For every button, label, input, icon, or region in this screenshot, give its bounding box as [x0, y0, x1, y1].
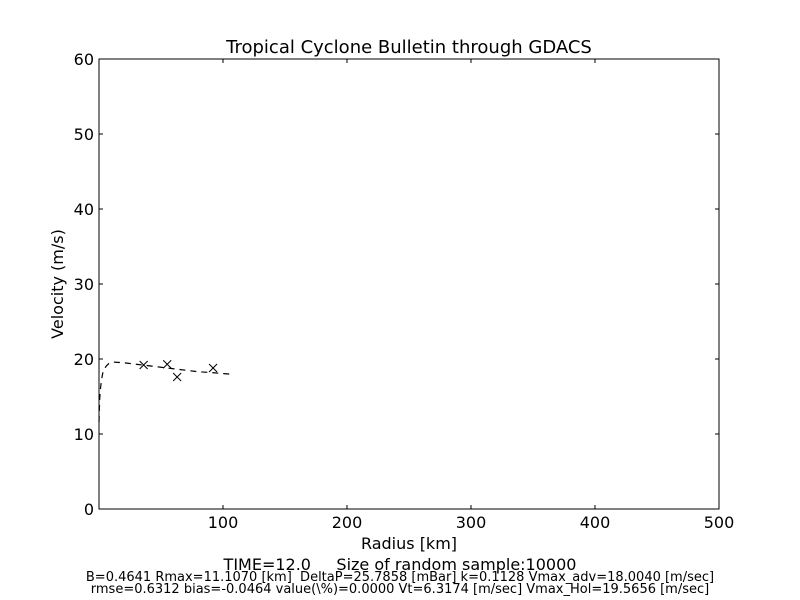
y-tick-label: 10 [74, 425, 94, 444]
plot-frame [98, 58, 720, 510]
observation-marker [208, 363, 218, 373]
y-tick-label: 20 [74, 350, 94, 369]
x-axis-label: Radius [km] [361, 534, 457, 553]
y-tick-label: 50 [74, 125, 94, 144]
velocity-profile-line [98, 361, 230, 423]
observation-marker [139, 360, 148, 370]
y-axis-label: Velocity (m/s) [48, 229, 67, 339]
y-tick-label: 40 [74, 200, 94, 219]
y-tick-label: 60 [74, 50, 94, 69]
chart-title: Tropical Cyclone Bulletin through GDACS [225, 37, 592, 58]
x-tick-label: 100 [208, 513, 239, 532]
footer-time-sample: TIME=12.0 Size of random sample:10000 [223, 555, 577, 574]
x-tick-label: 200 [332, 513, 363, 532]
footer-parameters: B=0.4641 Rmax=11.1070 [km] DeltaP=25.785… [85, 570, 715, 585]
x-tick-label: 400 [580, 513, 611, 532]
observation-marker [172, 372, 182, 382]
y-tick-label: 0 [84, 500, 94, 519]
footer-statistics: rmse=0.6312 bias=-0.0464 value(\%)=0.000… [90, 582, 710, 597]
x-axis-ticks: 100 200 300 400 500 [208, 59, 735, 532]
y-tick-label: 30 [74, 275, 94, 294]
data-series [98, 359, 230, 423]
x-tick-label: 300 [456, 513, 487, 532]
x-tick-label: 500 [704, 513, 735, 532]
y-axis-ticks: 0 10 20 30 40 50 60 [74, 50, 719, 519]
observation-marker [162, 359, 172, 369]
